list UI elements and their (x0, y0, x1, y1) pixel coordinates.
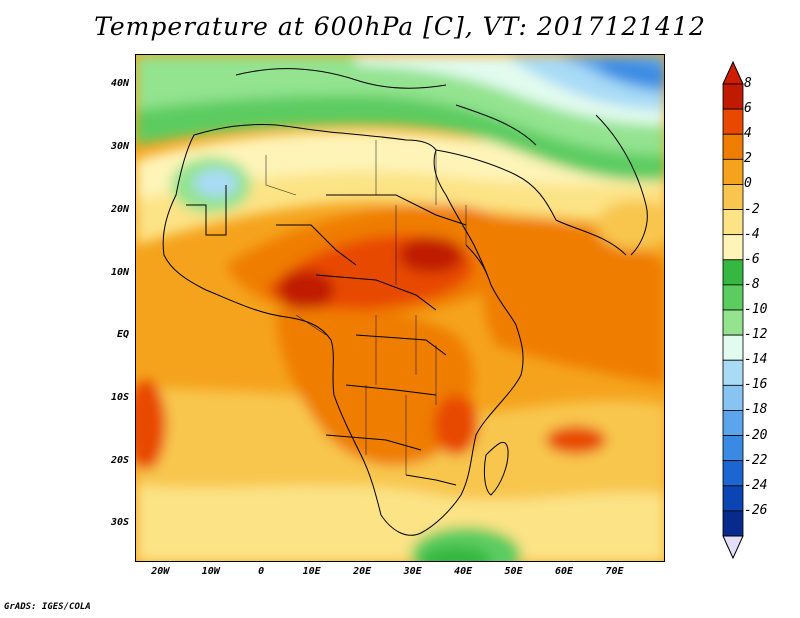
colorbar-segment (722, 334, 744, 361)
lon-tick-label: 40E (454, 566, 473, 577)
colorbar-label: -8 (744, 276, 760, 292)
colorbar-label: -6 (744, 251, 760, 267)
colorbar-segment (722, 259, 744, 286)
lat-tick-label: 20N (110, 203, 129, 215)
colorbar-segment (722, 209, 744, 236)
lon-tick-label: 50E (504, 566, 523, 577)
grads-credit: GrADS: IGES/COLA (4, 602, 91, 612)
colorbar-label: -26 (744, 502, 768, 518)
colorbar-segment (722, 184, 744, 210)
lat-tick-label: 10N (110, 266, 129, 278)
lat-tick-label: 10S (110, 391, 129, 403)
colorbar-segment (722, 133, 744, 160)
colorbar-label: -20 (744, 427, 768, 443)
colorbar-bottom-arrow (722, 535, 744, 560)
colorbar-segment (722, 460, 744, 487)
colorbar-segment (722, 435, 744, 462)
lon-tick-label: 20E (353, 566, 372, 577)
colorbar (722, 60, 744, 560)
lat-tick-label: 40N (110, 78, 129, 90)
colorbar-label: 8 (744, 76, 752, 91)
temperature-field (136, 55, 664, 561)
colorbar-segment (722, 108, 744, 135)
lon-tick-label: 10E (302, 566, 321, 577)
colorbar-label: -18 (744, 402, 768, 418)
colorbar-segment (722, 284, 744, 311)
colorbar-label: -4 (744, 226, 760, 242)
colorbar-label: -10 (744, 302, 768, 317)
lon-tick-label: 20W (151, 566, 170, 577)
colorbar-label: -22 (744, 452, 768, 468)
colorbar-label: -2 (744, 201, 760, 217)
colorbar-label: -24 (744, 477, 768, 493)
colorbar-segment (722, 309, 744, 336)
lon-tick-label: 60E (555, 566, 574, 577)
lon-tick-label: 30E (403, 566, 422, 577)
lat-tick-label: 20S (110, 454, 129, 466)
colorbar-label: -14 (744, 352, 768, 368)
chart-title: Temperature at 600hPa [C], VT: 201712141… (94, 12, 706, 41)
colorbar-top-arrow (722, 60, 744, 85)
lat-tick-label: 30N (110, 141, 129, 153)
colorbar-label: 6 (744, 101, 752, 117)
lat-tick-label: 30S (110, 517, 129, 529)
colorbar-label: 4 (744, 126, 752, 142)
coastlines (162, 68, 648, 536)
country-borders (265, 140, 467, 475)
colorbar-label: 0 (744, 176, 752, 192)
colorbar-label: 2 (744, 151, 752, 167)
colorbar-label: -16 (744, 377, 768, 393)
colorbar-segment (722, 485, 744, 512)
colorbar-segment (722, 83, 744, 110)
colorbar-segment (722, 510, 744, 537)
map-panel (135, 54, 665, 562)
colorbar-segment (722, 384, 744, 411)
colorbar-label: -12 (744, 327, 768, 343)
lon-tick-label: 70E (605, 566, 624, 577)
lon-tick-label: 0 (258, 566, 265, 577)
colorbar-segment (722, 234, 744, 261)
lon-tick-label: 10W (201, 566, 220, 577)
colorbar-segment (722, 158, 744, 185)
colorbar-segment (722, 359, 744, 386)
temperature-map (136, 55, 664, 561)
lat-tick-label: EQ (116, 329, 129, 341)
colorbar-segment (722, 410, 744, 436)
